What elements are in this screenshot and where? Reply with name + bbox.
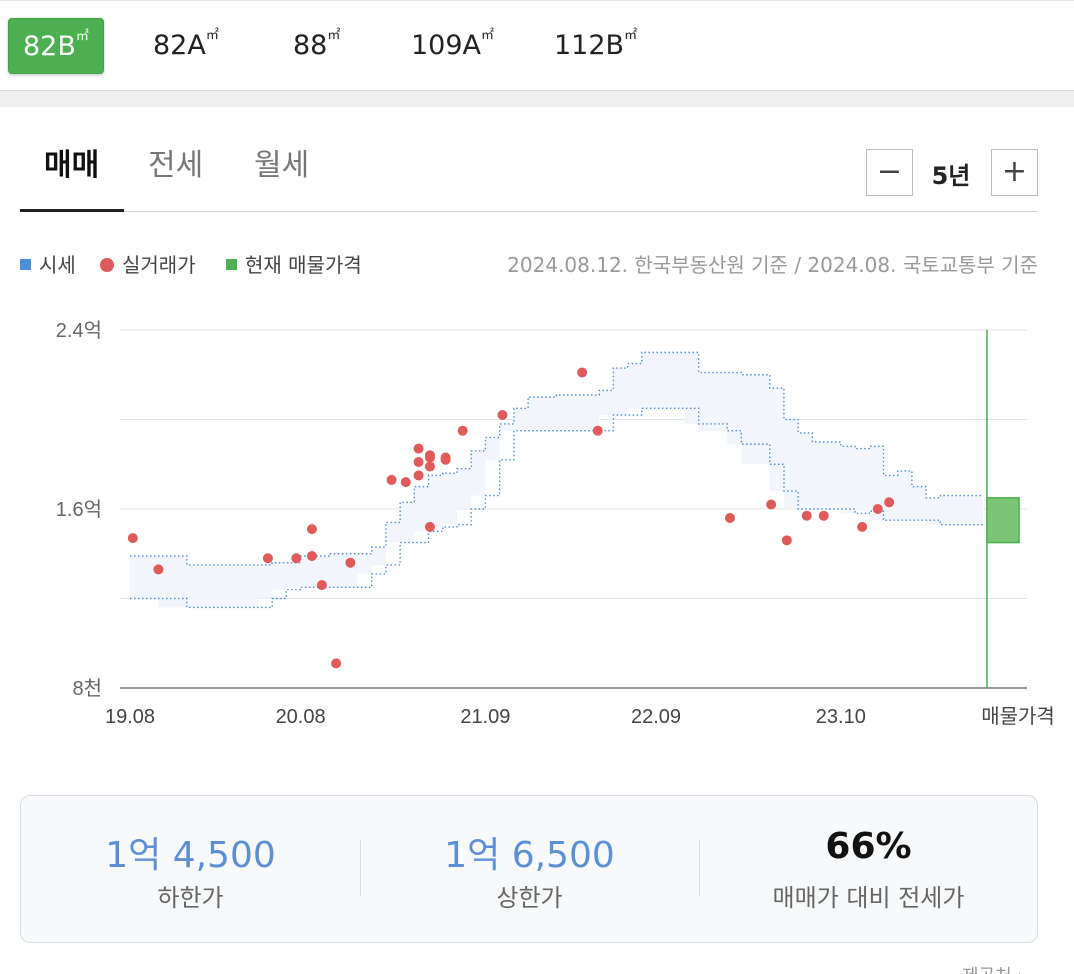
actual-trade-point bbox=[884, 497, 895, 508]
legend-market-swatch bbox=[20, 259, 31, 270]
x-tick-label: 20.08 bbox=[276, 706, 326, 728]
section-separator bbox=[0, 90, 1074, 107]
size-tab-82a[interactable]: 82A㎡ bbox=[153, 28, 219, 61]
x-tick-label: 23.10 bbox=[816, 706, 866, 728]
tab-monthly-rent[interactable]: 월세 bbox=[254, 148, 310, 183]
size-tab-109a[interactable]: 109A㎡ bbox=[411, 28, 495, 61]
legend-actual: 실거래가 bbox=[100, 249, 196, 278]
x-tick-label: 19.08 bbox=[105, 706, 155, 728]
stat-lower-limit-value: 1억 4,500 bbox=[105, 835, 276, 876]
legend-market: 시세 bbox=[20, 249, 76, 278]
stat-jeonse-ratio: 66% 매매가 대비 전세가 bbox=[699, 796, 1038, 942]
provider-link[interactable]: 제공처 › bbox=[962, 962, 1025, 974]
price-summary-card: 1억 4,500 하한가 1억 6,500 상한가 66% 매매가 대비 전세가 bbox=[20, 795, 1038, 943]
actual-trade-point bbox=[262, 553, 273, 564]
actual-trade-point bbox=[424, 450, 435, 461]
actual-trade-point bbox=[818, 510, 829, 521]
actual-trade-point bbox=[424, 461, 435, 472]
x-tick-label: 22.09 bbox=[631, 706, 681, 728]
actual-trade-point bbox=[400, 477, 411, 488]
stat-lower-limit-label: 하한가 bbox=[157, 884, 224, 912]
actual-trade-point bbox=[457, 425, 468, 436]
actual-trade-point bbox=[306, 524, 317, 535]
listing-price-range bbox=[986, 497, 1020, 544]
legend-listing-swatch bbox=[226, 259, 237, 270]
actual-trade-point bbox=[127, 533, 138, 544]
size-tab-88[interactable]: 88㎡ bbox=[293, 28, 341, 61]
size-tab-112b[interactable]: 112B㎡ bbox=[554, 28, 638, 61]
tab-sale[interactable]: 매매 bbox=[44, 148, 100, 183]
actual-trade-point bbox=[306, 550, 317, 561]
actual-trade-point bbox=[440, 452, 451, 463]
period-decrease-button[interactable]: − bbox=[866, 149, 913, 196]
stat-upper-limit: 1억 6,500 상한가 bbox=[360, 796, 699, 942]
actual-trade-point bbox=[153, 564, 164, 575]
data-source-note: 2024.08.12. 한국부동산원 기준 / 2024.08. 국토교통부 기… bbox=[507, 253, 1038, 277]
legend-listing: 현재 매물가격 bbox=[226, 249, 362, 278]
y-tick-label: 1.6억 bbox=[56, 498, 102, 521]
y-tick-label: 8천 bbox=[72, 677, 102, 700]
x-tick-label-listing: 매물가격 bbox=[981, 705, 1055, 728]
actual-trade-point bbox=[724, 512, 735, 523]
stat-upper-limit-label: 상한가 bbox=[496, 884, 563, 912]
period-label: 5년 bbox=[931, 162, 971, 190]
actual-trade-point bbox=[345, 557, 356, 568]
stat-lower-limit: 1억 4,500 하한가 bbox=[21, 796, 360, 942]
stat-jeonse-ratio-label: 매매가 대비 전세가 bbox=[772, 884, 965, 912]
actual-trade-point bbox=[497, 410, 508, 421]
tab-jeonse[interactable]: 전세 bbox=[148, 148, 204, 183]
market-price-band bbox=[130, 352, 983, 608]
market-upper-line bbox=[130, 351, 983, 566]
x-tick-label: 21.09 bbox=[460, 706, 510, 728]
actual-trade-point bbox=[592, 425, 603, 436]
actual-trade-point bbox=[413, 443, 424, 454]
actual-trade-point bbox=[413, 470, 424, 481]
actual-trade-point bbox=[577, 367, 588, 378]
active-tab-indicator bbox=[20, 209, 124, 212]
y-tick-label: 2.4억 bbox=[56, 319, 102, 342]
stat-upper-limit-value: 1억 6,500 bbox=[444, 835, 615, 876]
actual-trade-point bbox=[857, 521, 868, 532]
actual-trade-point bbox=[291, 553, 302, 564]
actual-trade-point bbox=[872, 504, 883, 514]
size-tab-bar: 82B㎡ 82A㎡ 88㎡ 109A㎡ 112B㎡ bbox=[0, 0, 1074, 90]
actual-trade-point bbox=[801, 510, 812, 521]
stat-divider bbox=[699, 840, 700, 896]
actual-trade-point bbox=[386, 474, 397, 485]
market-lower-line bbox=[130, 407, 983, 609]
actual-trade-point bbox=[331, 658, 342, 669]
tab-divider bbox=[20, 211, 1038, 212]
period-increase-button[interactable]: + bbox=[991, 149, 1038, 196]
legend-actual-swatch bbox=[100, 258, 114, 272]
actual-trade-point bbox=[766, 499, 777, 510]
stat-divider bbox=[360, 840, 361, 896]
size-tab-82b[interactable]: 82B㎡ bbox=[8, 18, 104, 74]
stat-jeonse-ratio-value: 66% bbox=[825, 826, 912, 867]
actual-trade-point bbox=[424, 521, 435, 532]
actual-trade-point bbox=[781, 535, 792, 546]
actual-trade-point bbox=[316, 580, 327, 591]
actual-trade-point bbox=[413, 457, 424, 468]
